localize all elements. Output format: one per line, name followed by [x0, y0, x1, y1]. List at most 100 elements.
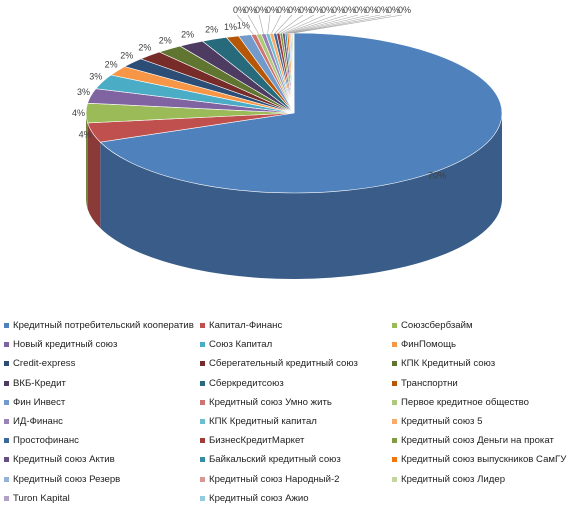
pie-data-label: 2% — [120, 51, 133, 61]
pie-leader-line — [267, 14, 271, 34]
legend-swatch — [392, 361, 397, 367]
pie-data-label: 0% — [244, 5, 257, 15]
pie-data-label: 4% — [79, 130, 92, 140]
legend-item: Кредитный союз Умно жить — [200, 393, 392, 412]
pie-data-label: 2% — [105, 59, 118, 69]
legend-item: Сберегательный кредитный союз — [200, 354, 392, 373]
legend-item: Turon Kapital — [4, 489, 200, 508]
legend-item: ФинПомощь — [392, 335, 574, 354]
legend-swatch — [392, 419, 397, 425]
legend-swatch — [200, 399, 205, 405]
pie-leader-line — [292, 14, 392, 34]
pie-data-label: 0% — [277, 5, 290, 15]
pie-data-label: 0% — [376, 5, 389, 15]
legend-label: Кредитный союз Ажио — [209, 492, 309, 504]
legend-item: КПК Кредитный союз — [392, 354, 574, 373]
legend-swatch — [392, 323, 397, 329]
legend-label: Транспортни — [401, 377, 458, 389]
legend-item: Сберкредитсоюз — [200, 374, 392, 393]
legend-swatch — [200, 342, 205, 348]
legend-item: Фин Инвест — [4, 393, 200, 412]
legend-label: Кредитный союз Актив — [13, 454, 115, 466]
pie-data-label: 2% — [159, 36, 172, 46]
pie-data-label: 2% — [205, 25, 218, 35]
legend-item: Кредитный союз 5 — [392, 412, 574, 431]
legend-swatch — [4, 495, 9, 501]
pie-data-label: 0% — [332, 5, 345, 15]
pie-leader-line — [274, 14, 293, 34]
legend-item: Credit-express — [4, 354, 200, 373]
legend-label: Первое кредитное общество — [401, 396, 530, 408]
pie-data-label: 70% — [428, 170, 446, 180]
legend-swatch — [200, 323, 205, 329]
pie-data-label: 0% — [387, 5, 400, 15]
legend-swatch — [200, 380, 205, 386]
legend-item: ВКБ-Кредит — [4, 374, 200, 393]
legend-swatch — [200, 476, 205, 482]
pie-data-label: 0% — [266, 5, 279, 15]
legend-swatch — [4, 476, 9, 482]
pie-slice — [99, 32, 503, 194]
legend-swatch — [4, 342, 9, 348]
legend-swatch — [200, 419, 205, 425]
pie-slice-side — [100, 113, 502, 280]
pie-data-label: 2% — [181, 30, 194, 40]
pie-data-label: 0% — [365, 5, 378, 15]
legend-swatch — [4, 438, 9, 444]
pie-data-label: 0% — [233, 5, 246, 15]
pie-data-label: 0% — [398, 5, 411, 15]
legend-label: Кредитный союз Умно жить — [209, 396, 332, 408]
pie-data-label: 0% — [343, 5, 356, 15]
legend-item: Кредитный союз Деньги на прокат — [392, 431, 574, 450]
legend-swatch — [4, 380, 9, 386]
pie-leader-line — [278, 14, 304, 34]
legend-label: Кредитный союз Народный-2 — [209, 473, 340, 485]
legend-item: Кредитный союз Резерв — [4, 470, 200, 489]
pie-leader-line — [293, 14, 403, 34]
legend-swatch — [200, 438, 205, 444]
legend-item: ИД-Финанс — [4, 412, 200, 431]
legend-label: Кредитный потребительский кооператив — [13, 320, 194, 332]
legend-label: Кредитный союз 5 — [401, 416, 483, 428]
legend-label: Союзсбербзайм — [401, 320, 473, 332]
chart-legend: Кредитный потребительский кооператив Капи… — [4, 316, 574, 508]
pie-data-label: 1% — [224, 22, 237, 32]
legend-item: Транспортни — [392, 374, 574, 393]
pie-leader-line — [280, 14, 315, 34]
legend-swatch — [392, 380, 397, 386]
pie-data-label: 0% — [255, 5, 268, 15]
legend-item: Кредитный союз Лидер — [392, 470, 574, 489]
legend-label: ФинПомощь — [401, 339, 457, 351]
legend-label: Кредитный союз Резерв — [13, 473, 121, 485]
pie-data-label: 1% — [237, 20, 250, 30]
legend-item: Байкальский кредитный союз — [200, 450, 392, 469]
pie-leader-line — [283, 14, 326, 34]
pie-leader-line — [236, 14, 254, 35]
pie-data-label: 0% — [321, 5, 334, 15]
legend-item: Новый кредитный союз — [4, 335, 200, 354]
legend-swatch — [4, 419, 9, 425]
pie-labels: 70%4%4%3%3%2%2%2%2%2% 2% 1% 1%0%0%0%0%0%0%0… — [72, 5, 446, 180]
legend-label: ИД-Финанс — [13, 416, 63, 428]
legend-item: БизнесКредитМаркет — [200, 431, 392, 450]
pie-data-label: 3% — [77, 87, 90, 97]
legend-label: Простофинанс — [13, 435, 79, 447]
legend-label: Байкальский кредитный союз — [209, 454, 341, 466]
legend-item: Союз Капитал — [200, 335, 392, 354]
legend-label: БизнесКредитМаркет — [209, 435, 305, 447]
legend-swatch — [200, 457, 205, 463]
legend-label: Кредитный союз выпускников СамГУ — [401, 454, 567, 466]
legend-label: КПК Кредитный союз — [401, 358, 496, 370]
legend-label: Капитал-Финанс — [209, 320, 283, 332]
pie-data-label: 0% — [310, 5, 323, 15]
pie-leader-line — [258, 14, 264, 34]
pie-top — [85, 32, 503, 194]
pie-leader-line — [289, 14, 359, 34]
legend-label: Сберегательный кредитный союз — [209, 358, 358, 370]
pie-data-label: 3% — [89, 72, 102, 82]
legend-item: Капитал-Финанс — [200, 316, 392, 335]
pie-data-label: 0% — [354, 5, 367, 15]
pie-side-walls — [86, 113, 502, 280]
pie-chart: 70%4%4%3%3%2%2%2%2%2% 2% 1% 1%0%0%0%0%0%0%0… — [72, 5, 503, 280]
legend-swatch — [392, 476, 397, 482]
